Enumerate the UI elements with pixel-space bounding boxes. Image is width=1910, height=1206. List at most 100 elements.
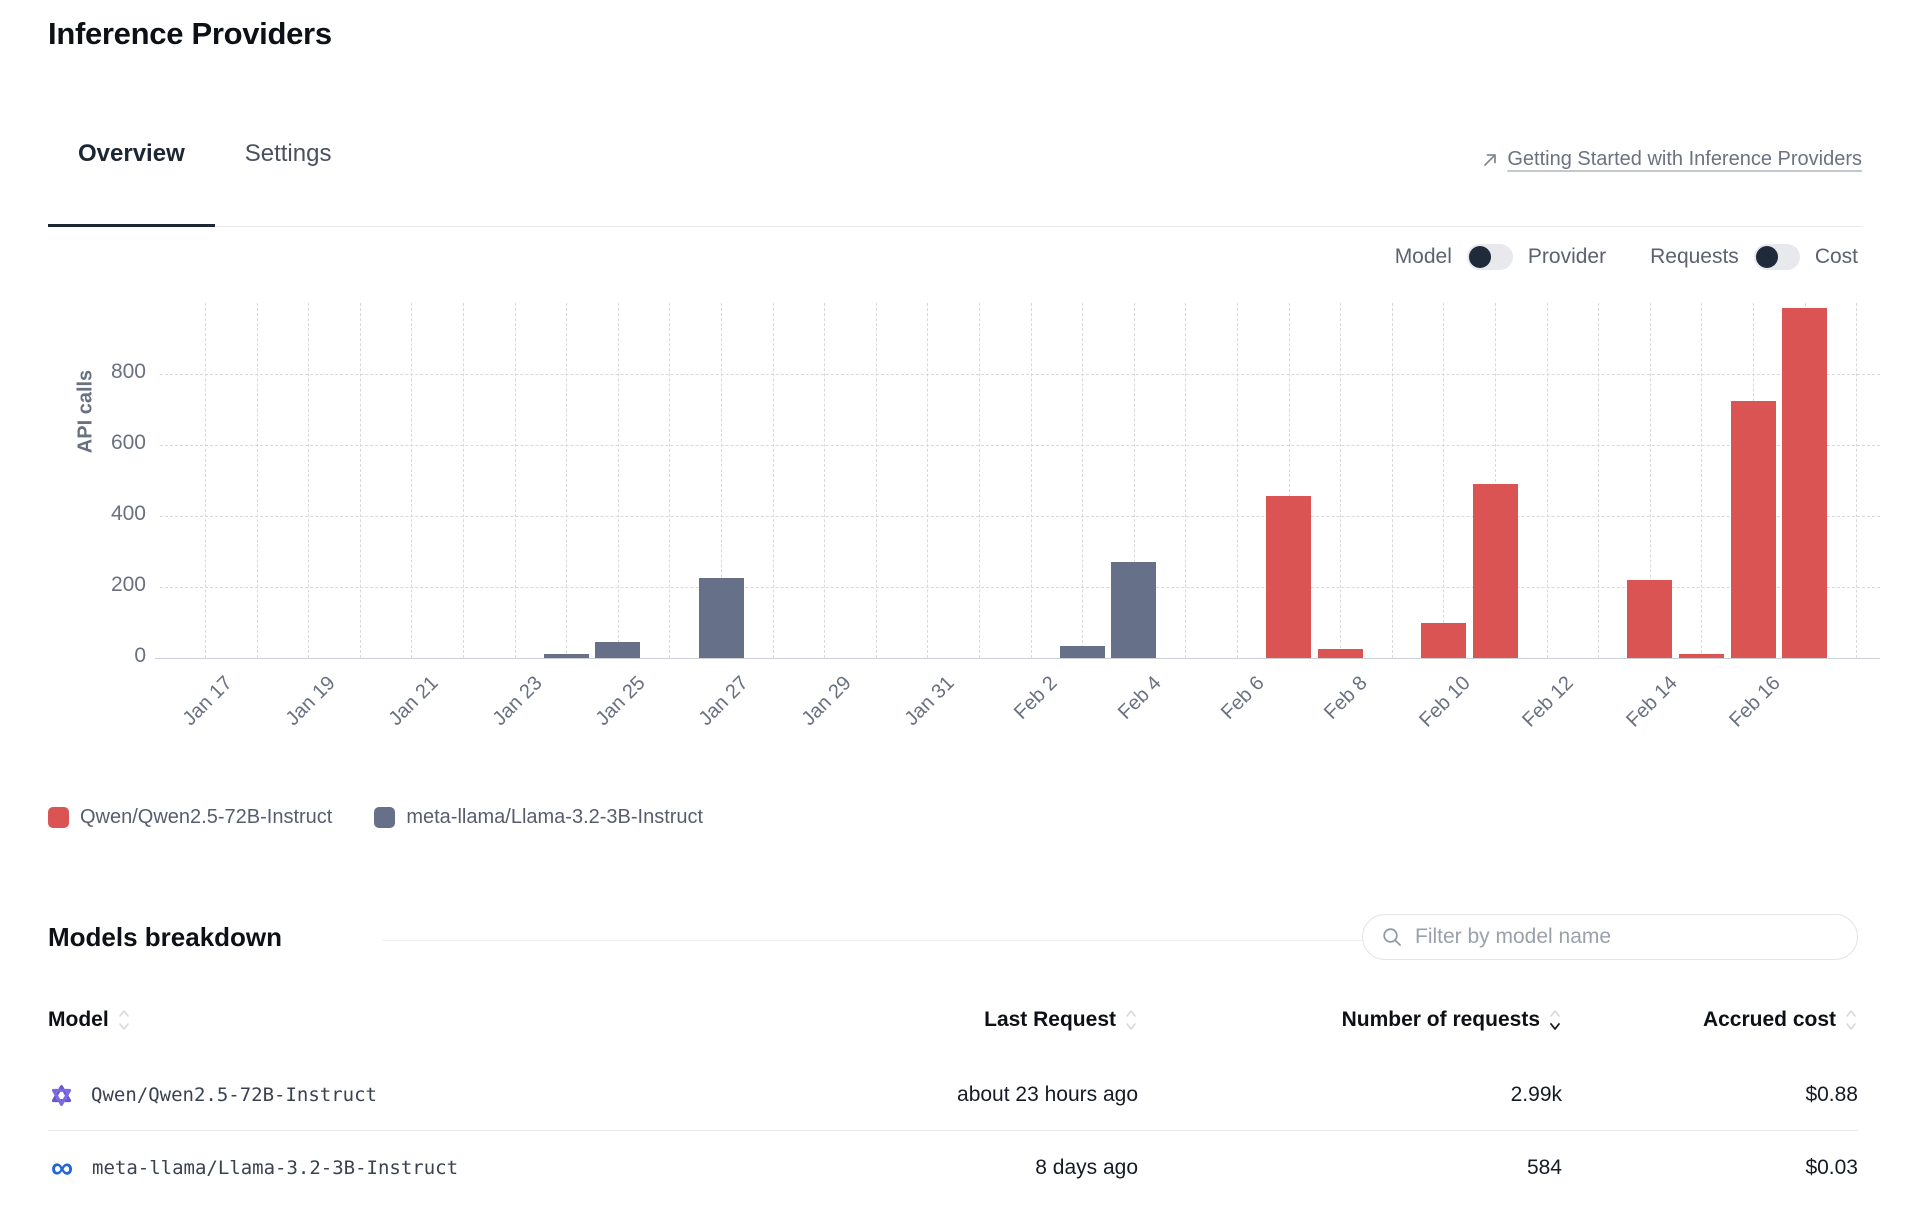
model-cell: Qwen/Qwen2.5-72B-Instruct [48,1082,798,1109]
y-axis-title: API calls [74,369,97,454]
model-cell: ∞ meta-llama/Llama-3.2-3B-Instruct [48,1152,798,1183]
vertical-gridline [1649,303,1651,658]
column-header-accrued-cost[interactable]: Accrued cost [1562,1007,1858,1033]
vertical-gridline [721,303,722,658]
bar-feb-17-series0[interactable] [1782,308,1828,658]
x-axis-tick-label: Jan 31 [900,672,959,731]
bar-feb-14-series0[interactable] [1627,579,1673,658]
getting-started-link[interactable]: Getting Started with Inference Providers [1480,148,1862,171]
vertical-gridline [1237,303,1238,658]
x-axis-tick-label: Feb 16 [1724,672,1785,732]
horizontal-gridline [160,516,1880,517]
vertical-gridline [875,303,877,658]
vertical-gridline [1133,303,1135,658]
filter-by-model-input[interactable] [1413,924,1839,950]
vertical-gridline [463,303,464,658]
table-row-meta-llama[interactable]: ∞ meta-llama/Llama-3.2-3B-Instruct 8 day… [48,1133,1858,1203]
llama-legend-swatch [374,807,396,828]
row-divider [48,1130,1858,1131]
bar-jan-25-series1[interactable] [595,642,641,658]
vertical-gridline [411,303,413,658]
vertical-gridline [566,303,568,658]
vertical-gridline [979,303,980,658]
num-requests-cell: 2.99k [1510,1083,1562,1106]
num-requests-cell: 584 [1526,1156,1562,1179]
x-axis-tick-label: Jan 17 [178,672,237,731]
y-axis-tick-label: 400 [110,502,146,525]
vertical-gridline [308,303,310,658]
bar-feb-10-series0[interactable] [1420,622,1466,658]
models-breakdown-heading: Models breakdown [48,922,283,952]
x-axis-tick-label: Jan 19 [281,672,340,731]
legend-item-llama[interactable]: meta-llama/Llama-3.2-3B-Instruct [374,806,703,829]
accrued-cost-cell: $0.03 [1805,1156,1858,1179]
vertical-gridline [1391,303,1393,658]
x-axis-tick-label: Feb 2 [1010,672,1063,724]
vertical-gridline [205,303,206,658]
bar-jan-24-series1[interactable] [543,654,589,658]
requests-cost-toggle[interactable] [1753,244,1800,270]
getting-started-label: Getting Started with Inference Providers [1507,148,1862,170]
bar-feb-8-series0[interactable] [1317,649,1363,658]
tab-overview[interactable]: Overview [48,138,215,227]
vertical-gridline [617,303,619,658]
x-axis-tick-label: Feb 8 [1320,672,1372,724]
y-axis-tick-label: 600 [110,431,146,454]
vertical-gridline [927,303,929,658]
chart-toggles: Model Provider Requests Cost [1395,244,1858,270]
table-row-qwen[interactable]: Qwen/Qwen2.5-72B-Instruct about 23 hours… [48,1060,1858,1130]
bar-feb-11-series0[interactable] [1472,484,1518,658]
toggle-knob [1755,246,1778,268]
vertical-gridline [1856,303,1858,658]
bar-feb-16-series0[interactable] [1730,400,1776,658]
vertical-gridline [1598,303,1600,658]
vertical-gridline [1443,303,1445,658]
x-axis-tick-label: Feb 14 [1621,672,1682,732]
bar-feb-15-series0[interactable] [1678,653,1724,658]
vertical-gridline [772,303,774,658]
qwen-legend-label: Qwen/Qwen2.5-72B-Instruct [80,806,333,828]
qwen-legend-swatch [48,807,69,828]
llama-legend-label: meta-llama/Llama-3.2-3B-Instruct [406,806,704,828]
chart-legend: Qwen/Qwen2.5-72B-Instruct meta-llama/Lla… [48,806,703,829]
sort-icon [118,1010,129,1030]
qwen-logo-icon [48,1082,75,1109]
horizontal-gridline [160,374,1880,375]
last-request-cell: 8 days ago [1035,1156,1138,1179]
y-axis-tick-label: 800 [110,360,146,383]
x-axis-tick-label: Jan 29 [797,672,856,731]
cost-toggle-label: Cost [1814,245,1858,268]
y-axis-tick-label: 200 [110,573,146,596]
vertical-gridline [514,303,516,658]
column-header-last-request[interactable]: Last Request [798,1007,1138,1033]
vertical-gridline [256,303,258,658]
y-axis-tick-label: 0 [134,644,146,667]
model-filter [1362,914,1858,960]
x-axis-tick-label: Feb 4 [1113,672,1166,724]
vertical-gridline [1185,303,1187,658]
vertical-gridline [359,303,361,658]
model-name: Qwen/Qwen2.5-72B-Instruct [91,1084,377,1106]
legend-item-qwen[interactable]: Qwen/Qwen2.5-72B-Instruct [48,806,332,829]
bar-feb-7-series0[interactable] [1266,496,1312,658]
page-title: Inference Providers [48,16,332,51]
table-header: Model Last Request Number of requests Ac… [48,1000,1858,1040]
bar-feb-3-series1[interactable] [1059,645,1105,658]
tab-settings[interactable]: Settings [244,140,332,167]
section-divider [382,940,1858,941]
column-header-number-of-requests[interactable]: Number of requests [1138,1007,1562,1033]
last-request-cell: about 23 hours ago [957,1083,1138,1106]
bar-jan-27-series1[interactable] [698,578,744,658]
search-icon [1381,926,1403,948]
x-axis-tick-label: Feb 10 [1415,672,1475,732]
column-header-model[interactable]: Model [48,1007,798,1033]
model-toggle-label: Model [1394,245,1452,268]
model-provider-toggle[interactable] [1466,244,1513,270]
x-axis-tick-label: Jan 21 [384,672,443,731]
x-axis-tick-label: Feb 6 [1216,672,1269,724]
toggle-knob [1468,246,1491,268]
vertical-gridline [1495,303,1496,658]
bar-feb-4-series1[interactable] [1111,562,1157,658]
x-axis-line [155,658,1880,659]
